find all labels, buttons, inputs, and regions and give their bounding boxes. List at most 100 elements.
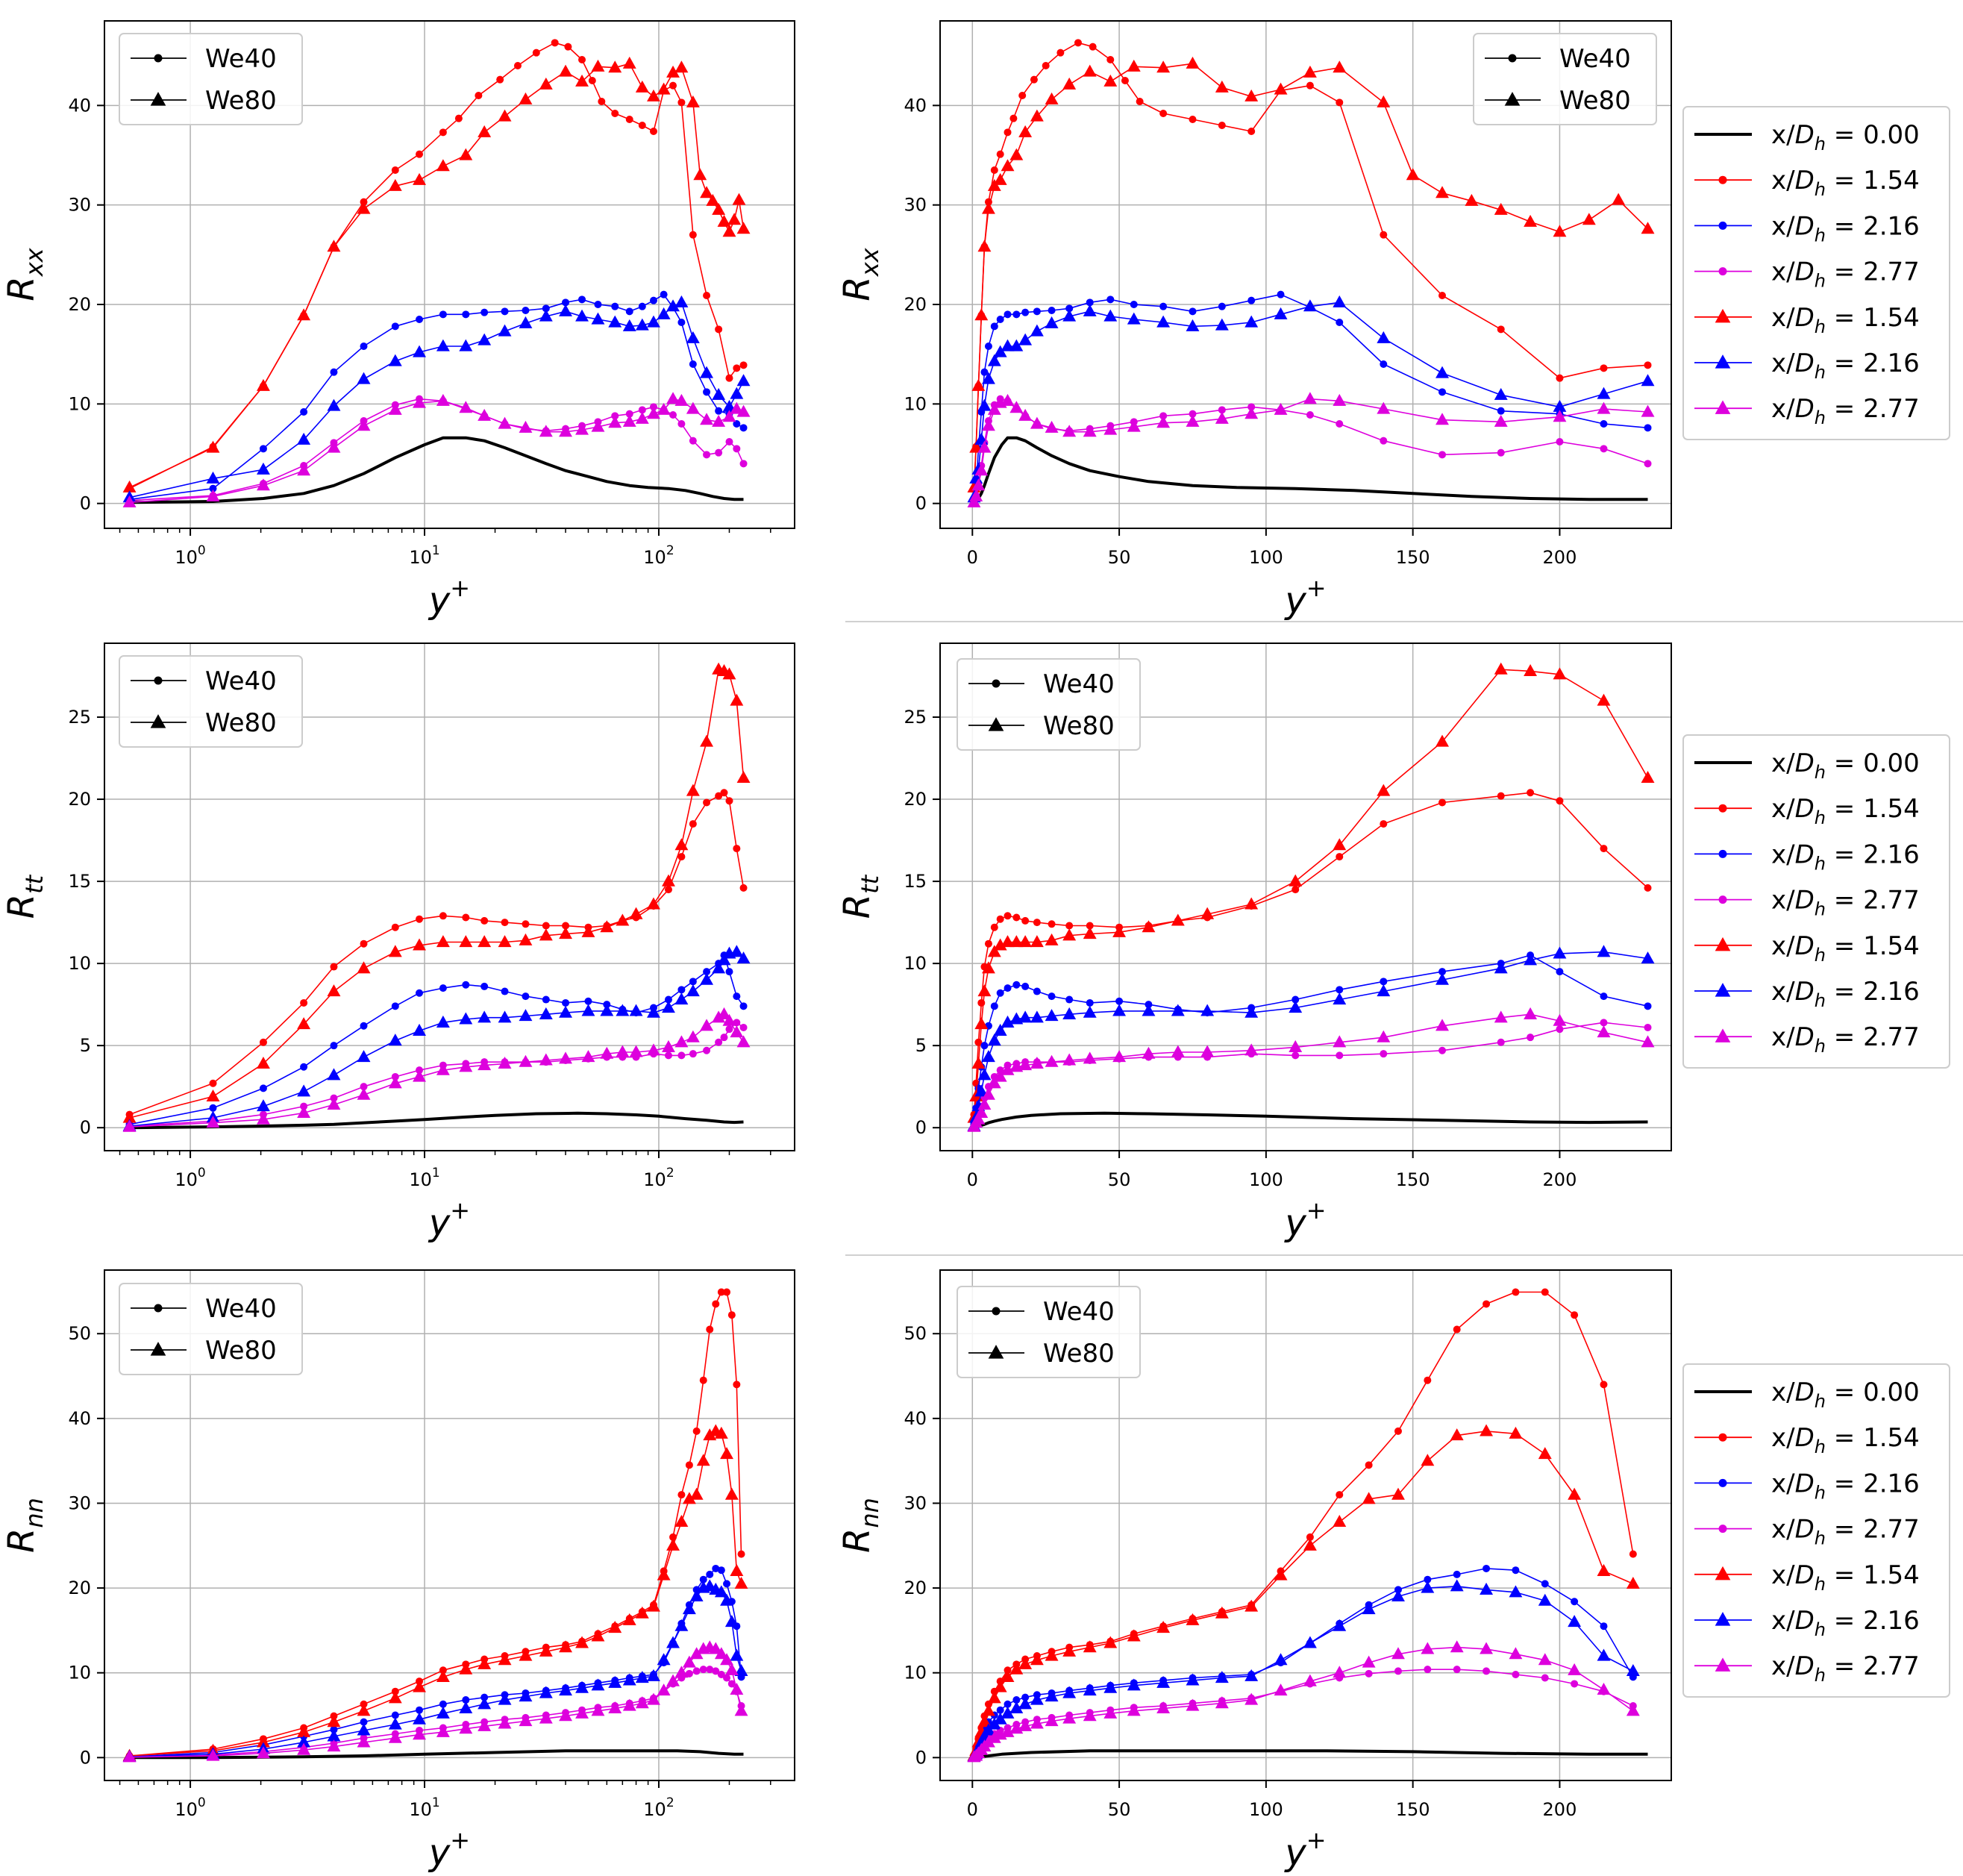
data-point (1103, 1706, 1118, 1719)
data-point (1245, 1043, 1259, 1056)
x-tick-label: 50 (1108, 1169, 1131, 1190)
data-point (987, 1076, 1001, 1089)
legend-label: x/Dh = 1.54 (1771, 794, 1920, 828)
data-point (522, 992, 530, 1001)
data-point (677, 99, 686, 107)
data-point (987, 354, 1001, 366)
series-6 (122, 1007, 751, 1132)
data-point (686, 331, 700, 343)
data-point (703, 1046, 711, 1054)
data-point (980, 1042, 989, 1050)
data-point (608, 1675, 622, 1688)
data-point (357, 1704, 371, 1716)
x-axis-symbol: y (428, 580, 451, 622)
legend-text-prefix: x/ (1771, 120, 1795, 150)
data-point (1509, 1426, 1523, 1439)
data-point (984, 939, 992, 948)
data-point (1336, 319, 1344, 326)
data-point (439, 912, 447, 920)
data-point (1083, 1640, 1097, 1653)
legend-text-subscript: h (1815, 1391, 1826, 1412)
data-point (1380, 437, 1388, 445)
data-point (1083, 64, 1097, 77)
data-point (416, 1706, 424, 1714)
x-tick-label: 0 (967, 547, 978, 568)
data-point (498, 1716, 512, 1729)
data-point (478, 333, 492, 346)
data-point (1277, 290, 1285, 298)
data-point (685, 1461, 693, 1469)
data-point (724, 1663, 739, 1675)
data-point (981, 1704, 995, 1716)
data-point (1336, 1051, 1344, 1060)
y-axis-subscript: nn (20, 1498, 48, 1528)
data-point (413, 1728, 426, 1740)
series-legend-row-1: x/Dh = 0.00x/Dh = 1.54x/Dh = 2.16x/Dh = … (1682, 106, 1950, 440)
data-point (712, 961, 726, 974)
x-tick-value: 50 (1108, 1169, 1131, 1190)
data-point (519, 316, 533, 328)
legend-text: We40 (1043, 669, 1115, 699)
x-tick-value: 100 (1249, 547, 1283, 568)
data-point (1292, 995, 1300, 1004)
data-point (996, 915, 1004, 923)
data-point (625, 410, 633, 418)
data-point (1568, 1615, 1582, 1628)
legend-text-variable: D (1795, 886, 1815, 916)
data-point (1245, 1599, 1259, 1612)
data-point (1186, 319, 1200, 331)
legend-marker (1718, 804, 1727, 813)
data-point (739, 361, 748, 369)
data-point (717, 214, 731, 227)
data-point (699, 1376, 707, 1384)
data-point (327, 1097, 341, 1110)
legend-text-value: = 2.16 (1826, 1606, 1920, 1636)
data-point (1030, 324, 1044, 337)
data-point (622, 1613, 636, 1625)
data-point (519, 1054, 533, 1067)
legend-marker (154, 54, 163, 63)
data-point (501, 919, 509, 927)
data-point (413, 1069, 426, 1082)
y-tick-value: 40 (904, 1408, 927, 1429)
x-tick-label: 100 (1249, 1169, 1283, 1190)
data-point (439, 1700, 447, 1708)
data-point (1186, 1613, 1200, 1625)
data-point (1303, 299, 1317, 312)
data-point (1541, 1674, 1549, 1682)
data-point (987, 1691, 1001, 1704)
data-point (1512, 1566, 1520, 1575)
data-point (733, 1381, 741, 1389)
data-point (700, 186, 714, 198)
legend-text-subscript: h (1815, 1528, 1826, 1549)
data-point (647, 315, 660, 328)
data-point (638, 122, 646, 129)
data-point (611, 302, 619, 310)
data-point (480, 308, 489, 316)
series-1 (970, 789, 1652, 1119)
legend-label: x/Dh = 2.77 (1771, 257, 1920, 292)
x-tick-exponent: 2 (666, 1166, 674, 1181)
legend-text: We40 (1559, 44, 1631, 74)
data-point (717, 1007, 731, 1019)
data-point (1497, 325, 1505, 334)
data-point (635, 1606, 649, 1619)
data-point (1644, 424, 1652, 432)
data-point (689, 360, 697, 368)
legend-label: x/Dh = 1.54 (1771, 303, 1920, 337)
series-0 (974, 1749, 1648, 1760)
data-point (739, 424, 748, 432)
legend-text-prefix: x/ (1771, 748, 1795, 778)
x-tick-label: 150 (1396, 1169, 1430, 1190)
y-tick-value: 0 (80, 493, 91, 514)
data-point (436, 159, 450, 172)
data-point (416, 316, 424, 323)
data-point (459, 1722, 473, 1734)
legend-text-value: = 1.54 (1826, 1560, 1920, 1590)
legend-label: x/Dh = 2.77 (1771, 1515, 1920, 1549)
data-point (584, 997, 592, 1005)
data-point (720, 1034, 728, 1042)
data-point (1127, 1629, 1141, 1642)
data-point (666, 65, 680, 78)
legend-text-value: = 2.77 (1826, 257, 1920, 287)
